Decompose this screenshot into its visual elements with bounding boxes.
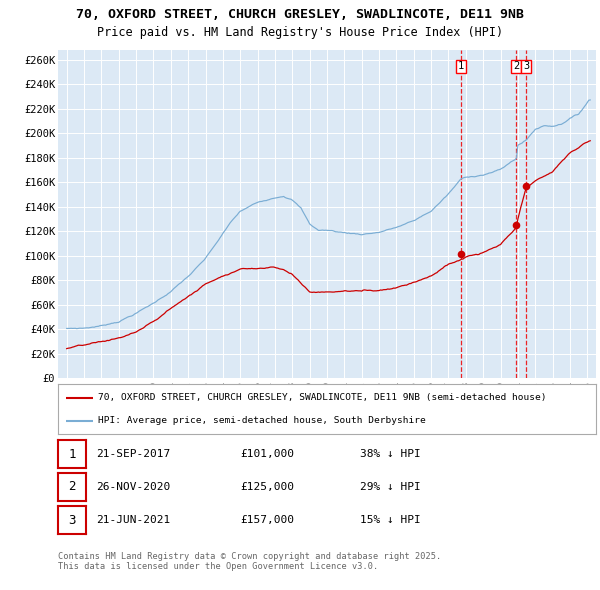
Text: 3: 3: [523, 61, 529, 71]
Text: 70, OXFORD STREET, CHURCH GRESLEY, SWADLINCOTE, DE11 9NB: 70, OXFORD STREET, CHURCH GRESLEY, SWADL…: [76, 8, 524, 21]
Text: £157,000: £157,000: [240, 515, 294, 525]
Text: 29% ↓ HPI: 29% ↓ HPI: [360, 482, 421, 492]
Text: 3: 3: [68, 513, 76, 526]
Text: HPI: Average price, semi-detached house, South Derbyshire: HPI: Average price, semi-detached house,…: [98, 416, 426, 425]
Text: 38% ↓ HPI: 38% ↓ HPI: [360, 449, 421, 459]
Text: 2: 2: [513, 61, 520, 71]
Text: 26-NOV-2020: 26-NOV-2020: [96, 482, 170, 492]
Text: Price paid vs. HM Land Registry's House Price Index (HPI): Price paid vs. HM Land Registry's House …: [97, 26, 503, 39]
Text: 21-SEP-2017: 21-SEP-2017: [96, 449, 170, 459]
Text: 21-JUN-2021: 21-JUN-2021: [96, 515, 170, 525]
Text: Contains HM Land Registry data © Crown copyright and database right 2025.
This d: Contains HM Land Registry data © Crown c…: [58, 552, 441, 571]
Text: £125,000: £125,000: [240, 482, 294, 492]
Text: 70, OXFORD STREET, CHURCH GRESLEY, SWADLINCOTE, DE11 9NB (semi-detached house): 70, OXFORD STREET, CHURCH GRESLEY, SWADL…: [98, 393, 547, 402]
Text: £101,000: £101,000: [240, 449, 294, 459]
Text: 15% ↓ HPI: 15% ↓ HPI: [360, 515, 421, 525]
Text: 1: 1: [68, 447, 76, 461]
Text: 2: 2: [68, 480, 76, 493]
Text: 1: 1: [458, 61, 464, 71]
